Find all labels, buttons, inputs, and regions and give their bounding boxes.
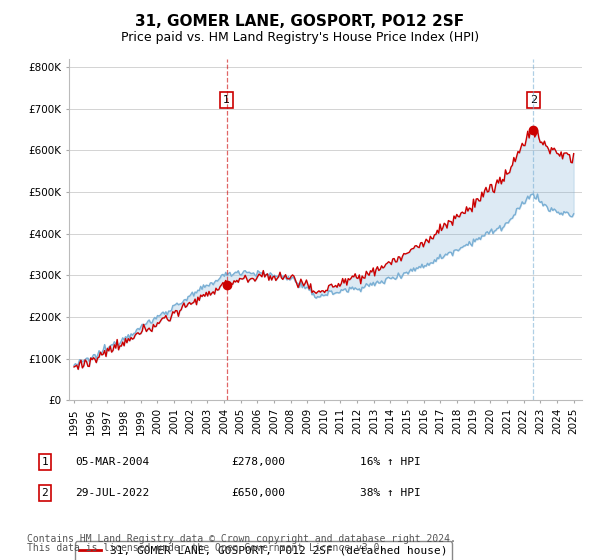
Text: 31, GOMER LANE, GOSPORT, PO12 2SF: 31, GOMER LANE, GOSPORT, PO12 2SF [136,14,464,29]
Text: £650,000: £650,000 [231,488,285,498]
Text: 1: 1 [223,95,230,105]
Text: 05-MAR-2004: 05-MAR-2004 [75,457,149,467]
Text: Contains HM Land Registry data © Crown copyright and database right 2024.: Contains HM Land Registry data © Crown c… [27,534,456,544]
Text: £278,000: £278,000 [231,457,285,467]
Text: 1: 1 [41,457,49,467]
Text: Price paid vs. HM Land Registry's House Price Index (HPI): Price paid vs. HM Land Registry's House … [121,31,479,44]
Text: 16% ↑ HPI: 16% ↑ HPI [360,457,421,467]
Text: 2: 2 [41,488,49,498]
Legend: 31, GOMER LANE, GOSPORT, PO12 2SF (detached house), HPI: Average price, detached: 31, GOMER LANE, GOSPORT, PO12 2SF (detac… [74,542,452,560]
Text: 2: 2 [530,95,537,105]
Text: 29-JUL-2022: 29-JUL-2022 [75,488,149,498]
Text: This data is licensed under the Open Government Licence v3.0.: This data is licensed under the Open Gov… [27,543,385,553]
Text: 38% ↑ HPI: 38% ↑ HPI [360,488,421,498]
